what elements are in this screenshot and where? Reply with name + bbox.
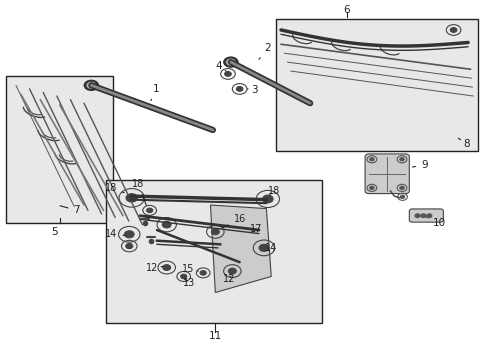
Circle shape bbox=[420, 214, 425, 217]
Circle shape bbox=[223, 57, 238, 68]
Circle shape bbox=[146, 208, 152, 213]
Polygon shape bbox=[210, 205, 271, 293]
Text: 18: 18 bbox=[267, 186, 279, 197]
Circle shape bbox=[259, 244, 268, 251]
Circle shape bbox=[399, 158, 404, 161]
Text: 16: 16 bbox=[222, 214, 245, 228]
Circle shape bbox=[163, 265, 170, 270]
Circle shape bbox=[211, 229, 219, 235]
Text: 14: 14 bbox=[105, 229, 124, 239]
Text: 8: 8 bbox=[458, 138, 469, 149]
Text: 12: 12 bbox=[223, 274, 235, 284]
Circle shape bbox=[162, 221, 171, 228]
Circle shape bbox=[414, 214, 419, 217]
Text: 2: 2 bbox=[259, 43, 271, 59]
Circle shape bbox=[224, 72, 231, 76]
Text: 14: 14 bbox=[264, 243, 277, 253]
Circle shape bbox=[200, 271, 206, 275]
Circle shape bbox=[449, 28, 456, 32]
Text: 17: 17 bbox=[250, 224, 262, 234]
Circle shape bbox=[86, 82, 96, 89]
Text: 6: 6 bbox=[343, 5, 349, 15]
Circle shape bbox=[426, 214, 431, 217]
FancyBboxPatch shape bbox=[365, 154, 408, 194]
Circle shape bbox=[236, 86, 243, 91]
Circle shape bbox=[369, 186, 373, 189]
FancyBboxPatch shape bbox=[408, 209, 443, 222]
Bar bbox=[106, 180, 322, 323]
Text: 7: 7 bbox=[60, 205, 80, 215]
Text: 12: 12 bbox=[145, 262, 163, 273]
Circle shape bbox=[180, 274, 186, 279]
Text: 5: 5 bbox=[51, 227, 58, 237]
Text: 13: 13 bbox=[183, 278, 195, 288]
Circle shape bbox=[399, 186, 404, 189]
Circle shape bbox=[369, 158, 373, 161]
Text: 15: 15 bbox=[182, 264, 198, 274]
Text: 11: 11 bbox=[208, 331, 222, 341]
Text: 18: 18 bbox=[104, 183, 124, 193]
Text: 4: 4 bbox=[216, 61, 225, 71]
Circle shape bbox=[126, 194, 137, 202]
Circle shape bbox=[225, 59, 235, 66]
Text: 9: 9 bbox=[412, 160, 427, 170]
Text: 10: 10 bbox=[426, 217, 445, 228]
Circle shape bbox=[228, 268, 236, 274]
Circle shape bbox=[262, 195, 272, 203]
Bar bbox=[6, 76, 113, 223]
Text: 18: 18 bbox=[132, 179, 146, 205]
Circle shape bbox=[83, 80, 99, 91]
Circle shape bbox=[400, 195, 404, 198]
Circle shape bbox=[124, 231, 134, 238]
Circle shape bbox=[125, 243, 133, 249]
Bar bbox=[276, 19, 477, 152]
Text: 1: 1 bbox=[150, 84, 159, 101]
Text: 3: 3 bbox=[247, 85, 257, 95]
